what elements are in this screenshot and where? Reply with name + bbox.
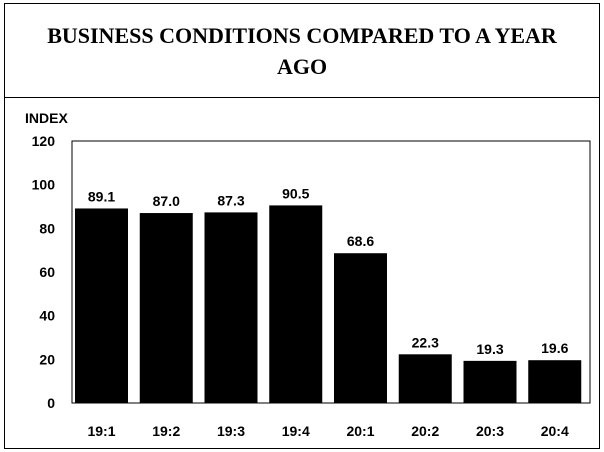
y-tick-label: 120: [32, 133, 56, 149]
x-tick-label: 20:4: [541, 423, 569, 439]
title-box: BUSINESS CONDITIONS COMPARED TO A YEAR A…: [5, 4, 599, 98]
y-tick-label: 20: [39, 351, 55, 367]
x-tick-label: 20:2: [411, 423, 439, 439]
data-label: 89.1: [88, 188, 115, 204]
y-tick-label: 40: [39, 308, 55, 324]
bar-19-1: [75, 208, 128, 403]
bar-20-3: [463, 360, 517, 403]
data-label: 87.3: [217, 192, 244, 208]
x-tick-label: 20:3: [476, 423, 504, 439]
plot-area: [71, 140, 591, 404]
data-label: 22.3: [412, 334, 439, 350]
bar-19-3: [204, 212, 258, 403]
x-tick-label: 19:3: [217, 423, 245, 439]
y-tick-label: 100: [32, 177, 56, 193]
bar-19-4: [269, 205, 323, 403]
y-tick-label: 0: [47, 395, 55, 411]
data-label: 68.6: [347, 233, 374, 249]
y-tick-label: 60: [39, 264, 55, 280]
y-axis-label: INDEX: [25, 110, 68, 126]
bar-19-2: [139, 213, 193, 403]
data-label: 19.6: [541, 340, 568, 356]
bar-20-2: [398, 354, 452, 403]
x-tick-label: 19:4: [282, 423, 310, 439]
bar-20-1: [334, 253, 387, 403]
data-label: 19.3: [476, 341, 503, 357]
x-tick-label: 19:2: [152, 423, 180, 439]
bar-20-4: [528, 360, 582, 403]
data-label: 90.5: [282, 185, 309, 201]
x-tick-label: 20:1: [346, 423, 374, 439]
x-tick-label: 19:1: [87, 423, 115, 439]
data-label: 87.0: [153, 193, 180, 209]
chart-title: BUSINESS CONDITIONS COMPARED TO A YEAR A…: [47, 22, 557, 79]
y-tick-label: 80: [39, 220, 55, 236]
